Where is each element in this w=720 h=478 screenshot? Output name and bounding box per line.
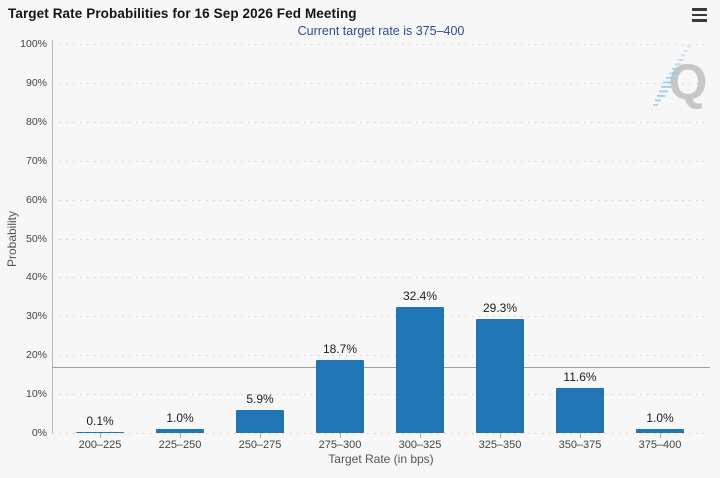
gridline bbox=[52, 394, 710, 396]
bar-value-label: 0.1% bbox=[86, 414, 114, 428]
plot-area: 0.1% 1.0% 5.9% 18.7% 32.4% 29.3% 11.6% 1.0% bbox=[52, 44, 710, 434]
x-tick-mark bbox=[180, 433, 181, 438]
y-tick-label: 0% bbox=[31, 427, 47, 439]
gridline bbox=[52, 355, 710, 357]
bar-value-label: 11.6% bbox=[563, 369, 597, 384]
bar-275–300[interactable] bbox=[316, 360, 364, 433]
gridline bbox=[52, 277, 710, 279]
x-tick-label: 225–250 bbox=[158, 439, 202, 451]
y-tick-label: 40% bbox=[25, 271, 47, 284]
bar-value-label: 18.7% bbox=[322, 342, 358, 357]
bar-225–250[interactable] bbox=[156, 429, 204, 433]
bar-value-label: 1.0% bbox=[646, 411, 674, 426]
x-tick-label: 325–350 bbox=[478, 439, 522, 451]
x-tick-mark bbox=[340, 433, 341, 438]
hamburger-menu-icon[interactable] bbox=[692, 8, 708, 22]
bar-200–225[interactable] bbox=[76, 432, 124, 433]
x-tick-label: 275–300 bbox=[318, 439, 362, 451]
x-tick-label: 250–275 bbox=[238, 439, 282, 451]
bar-value-label: 29.3% bbox=[482, 301, 518, 316]
bar-250–275[interactable] bbox=[236, 410, 284, 433]
gridline bbox=[52, 121, 710, 123]
bar-value-label: 5.9% bbox=[246, 392, 274, 407]
gridline bbox=[52, 316, 710, 318]
y-tick-label: 10% bbox=[25, 388, 47, 401]
y-tick-label: 70% bbox=[25, 154, 47, 167]
x-tick-mark bbox=[660, 433, 661, 438]
y-tick-label: 60% bbox=[25, 193, 47, 206]
y-tick-label: 90% bbox=[25, 76, 47, 89]
y-tick-label: 100% bbox=[20, 38, 47, 50]
x-tick-mark bbox=[260, 433, 261, 438]
bar-300–325[interactable] bbox=[396, 306, 444, 433]
x-tick-mark bbox=[580, 433, 581, 438]
gridline bbox=[52, 238, 710, 240]
y-tick-label: 50% bbox=[25, 232, 47, 245]
bar-375–400[interactable] bbox=[636, 429, 684, 433]
gridline bbox=[52, 160, 710, 162]
y-tick-label: 80% bbox=[25, 115, 47, 128]
x-tick-mark bbox=[100, 433, 101, 438]
reference-line bbox=[52, 366, 710, 368]
y-tick-label: 20% bbox=[25, 349, 47, 362]
gridline bbox=[52, 199, 710, 201]
bar-325–350[interactable] bbox=[476, 319, 524, 433]
x-axis-title: Target Rate (in bps) bbox=[328, 452, 434, 466]
gridline bbox=[52, 44, 710, 45]
chart-subtitle: Current target rate is 375–400 bbox=[297, 24, 465, 38]
y-tick-label: 30% bbox=[25, 310, 47, 323]
x-tick-label: 350–375 bbox=[558, 439, 602, 451]
bar-value-label: 1.0% bbox=[166, 411, 194, 426]
x-tick-label: 375–400 bbox=[638, 439, 682, 451]
x-tick-mark bbox=[420, 433, 421, 438]
chart-title: Target Rate Probabilities for 16 Sep 202… bbox=[8, 6, 357, 21]
x-tick-mark bbox=[500, 433, 501, 438]
gridline bbox=[52, 82, 710, 84]
bar-350–375[interactable] bbox=[556, 387, 604, 433]
gridline bbox=[52, 433, 710, 434]
bar-value-label: 32.4% bbox=[402, 288, 438, 303]
x-tick-label: 300–325 bbox=[398, 439, 442, 451]
x-tick-label: 200–225 bbox=[78, 439, 122, 451]
y-axis-line bbox=[52, 40, 53, 433]
